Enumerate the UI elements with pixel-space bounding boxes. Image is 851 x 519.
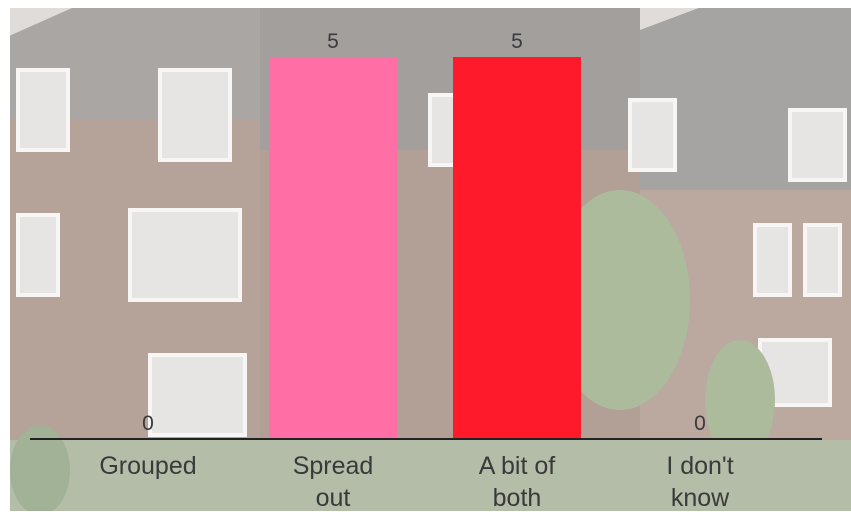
bar-2: [453, 57, 581, 439]
value-label-2: 5: [511, 30, 523, 53]
category-label-1: Spread out: [293, 452, 374, 512]
bar-1: [269, 57, 397, 439]
value-labels: 0 5 5 0: [142, 30, 706, 435]
category-label-2: A bit of both: [479, 452, 555, 512]
category-label-3: I don't know: [666, 452, 733, 512]
value-label-3: 0: [694, 412, 706, 435]
category-label-0: Grouped: [99, 452, 196, 480]
bar-series: [269, 57, 581, 439]
category-labels: Grouped Spread out A bit of both I don't know: [99, 452, 733, 512]
value-label-1: 5: [327, 30, 339, 53]
value-label-0: 0: [142, 412, 154, 435]
